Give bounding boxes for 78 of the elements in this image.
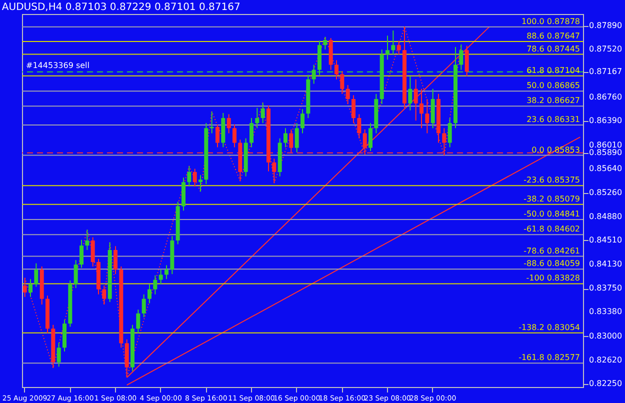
candlestick bbox=[464, 45, 469, 77]
candlestick bbox=[352, 94, 356, 124]
candlestick bbox=[192, 168, 197, 188]
y-tick-label: 0.86010 bbox=[589, 140, 622, 150]
y-tick-label: 0.84880 bbox=[589, 212, 622, 221]
candlestick bbox=[85, 229, 90, 250]
candlestick bbox=[396, 40, 401, 56]
candlestick bbox=[142, 294, 146, 318]
candlestick bbox=[386, 35, 390, 60]
y-tick-label: 0.82620 bbox=[589, 355, 622, 364]
candlestick bbox=[346, 84, 350, 105]
candlestick bbox=[226, 114, 231, 134]
candlestick bbox=[340, 70, 344, 94]
y-tick-label: 0.85640 bbox=[589, 164, 622, 173]
candlestick bbox=[294, 122, 299, 153]
ref-line-label: -38.2 0.85079 bbox=[524, 194, 580, 204]
ref-line-label: -88.6 0.84059 bbox=[524, 259, 580, 268]
candlestick bbox=[414, 78, 418, 122]
candlestick bbox=[80, 239, 84, 268]
candlestick bbox=[260, 102, 265, 124]
candlestick bbox=[368, 122, 372, 152]
candlestick bbox=[255, 107, 260, 129]
ref-line-label: -78.6 0.84261 bbox=[524, 246, 580, 256]
y-tick-label: 0.83000 bbox=[589, 331, 622, 340]
ref-line-label: -61.8 0.84602 bbox=[524, 224, 580, 234]
ref-line-label: -100 0.83828 bbox=[526, 274, 580, 283]
y-tick-label: 0.87520 bbox=[589, 44, 622, 54]
candlestick bbox=[408, 76, 412, 111]
y-tick-label: 0.86760 bbox=[589, 92, 622, 102]
y-tick-label: 0.87167 bbox=[589, 66, 622, 76]
ref-line-label: 88.6 0.87647 bbox=[526, 31, 580, 40]
ref-line-label: -161.8 0.82577 bbox=[518, 353, 580, 362]
candlestick bbox=[420, 88, 424, 129]
candlestick bbox=[56, 342, 61, 368]
candlestick bbox=[232, 124, 236, 148]
y-tick-label: 0.82250 bbox=[589, 378, 622, 388]
y-tick-label: 0.83380 bbox=[589, 307, 622, 316]
candlestick bbox=[90, 236, 95, 267]
candlestick bbox=[284, 128, 288, 148]
ref-line-label: -50.0 0.84841 bbox=[524, 209, 580, 218]
candlestick bbox=[323, 36, 328, 50]
candlestick bbox=[164, 264, 168, 280]
chart-title: AUDUSD,H4 0.87103 0.87229 0.87101 0.87167 bbox=[2, 2, 240, 13]
candlestick bbox=[187, 166, 192, 188]
y-tick-label: 0.84130 bbox=[589, 260, 622, 269]
y-tick-label: 0.85890 bbox=[589, 148, 622, 157]
ref-line-label: 23.6 0.86331 bbox=[526, 114, 580, 124]
ref-line-label: 38.2 0.86627 bbox=[526, 96, 580, 106]
candlestick bbox=[102, 285, 106, 306]
candlestick bbox=[272, 158, 276, 184]
candlestick bbox=[334, 60, 338, 80]
candlestick bbox=[136, 309, 140, 334]
ref-line-label: -23.6 0.85375 bbox=[524, 176, 580, 185]
y-tick-label: 0.84510 bbox=[589, 235, 622, 244]
candlestick bbox=[357, 114, 362, 139]
ref-line-label: #14453369 sell bbox=[26, 60, 90, 70]
candlestick bbox=[34, 262, 38, 288]
candlestick bbox=[300, 108, 304, 134]
ref-line-label: 50.0 0.86865 bbox=[526, 81, 580, 90]
y-tick-label: 0.83750 bbox=[589, 284, 622, 293]
candlestick bbox=[448, 118, 452, 148]
candlestick bbox=[250, 118, 254, 148]
ref-line-label: 78.6 0.87445 bbox=[526, 44, 580, 54]
candlestick bbox=[28, 278, 32, 298]
candlestick bbox=[198, 174, 202, 192]
candlestick bbox=[216, 124, 220, 148]
candlestick bbox=[114, 246, 118, 275]
candlestick bbox=[74, 260, 78, 289]
y-tick-label: 0.85260 bbox=[589, 188, 622, 197]
y-tick-label: 0.87890 bbox=[589, 21, 622, 30]
candlestick bbox=[391, 30, 396, 56]
candlestick bbox=[153, 274, 158, 295]
candlestick bbox=[158, 269, 163, 285]
candlestick bbox=[148, 284, 152, 304]
candlestick bbox=[425, 98, 430, 134]
y-tick-label: 0.86390 bbox=[589, 116, 622, 126]
ref-line-label: -138.2 0.83054 bbox=[518, 322, 580, 332]
ref-line-label: 100.0 0.87878 bbox=[521, 16, 580, 26]
